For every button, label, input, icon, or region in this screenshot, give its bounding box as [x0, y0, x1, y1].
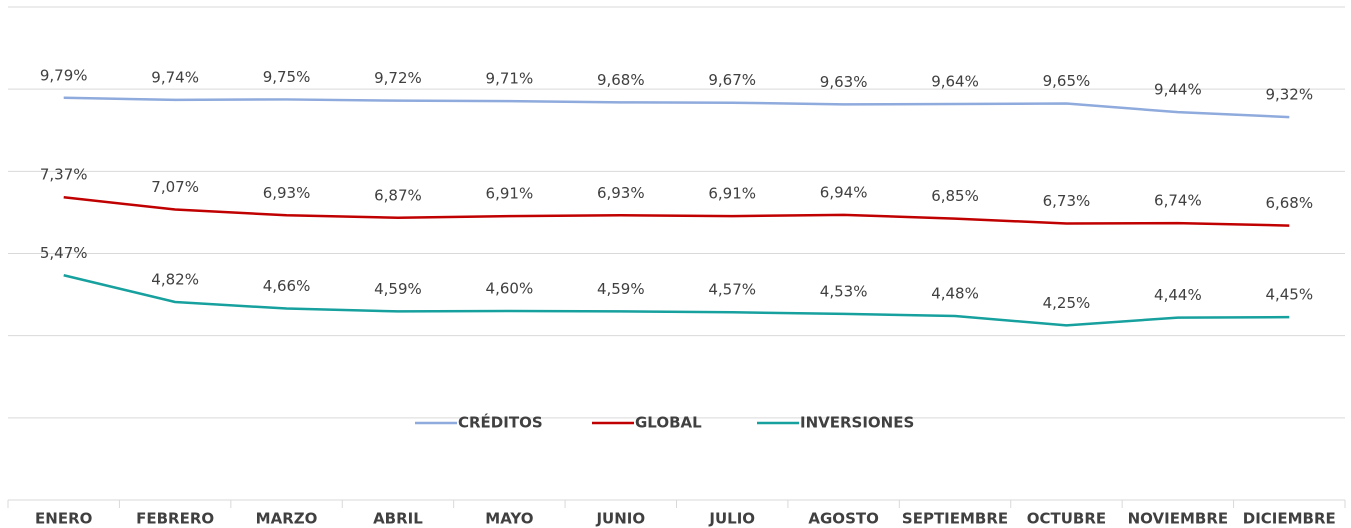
data-label: 9,75% [263, 68, 311, 86]
data-label: 7,37% [40, 166, 88, 184]
data-label: 4,82% [151, 270, 199, 288]
data-label: 6,91% [708, 185, 756, 203]
x-tick-label: MAYO [485, 510, 533, 528]
data-label: 4,57% [708, 281, 756, 299]
data-label: 9,32% [1265, 86, 1313, 104]
data-label: 4,59% [597, 280, 645, 298]
x-tick-label: DICIEMBRE [1243, 510, 1336, 528]
legend-label: INVERSIONES [800, 414, 914, 432]
x-tick-label: MARZO [256, 510, 318, 528]
data-label: 4,44% [1154, 286, 1202, 304]
data-label: 6,93% [263, 184, 311, 202]
data-label: 9,65% [1043, 72, 1091, 90]
data-label: 9,67% [708, 71, 756, 89]
data-label: 4,48% [931, 284, 979, 302]
x-tick-label: NOVIEMBRE [1128, 510, 1229, 528]
data-label: 6,94% [820, 183, 868, 201]
data-label: 6,68% [1265, 194, 1313, 212]
legend-label: GLOBAL [635, 414, 702, 432]
data-label: 4,25% [1043, 294, 1091, 312]
x-tick-label: FEBRERO [136, 510, 214, 528]
x-tick-label: AGOSTO [808, 510, 878, 528]
data-label: 5,47% [40, 244, 88, 262]
series-line [63, 195, 1290, 227]
data-label: 4,45% [1265, 286, 1313, 304]
data-label: 9,68% [597, 71, 645, 89]
data-label: 6,74% [1154, 192, 1202, 210]
data-label: 7,07% [151, 178, 199, 196]
x-tick-label: JUNIO [595, 510, 645, 528]
data-label: 6,91% [486, 185, 534, 203]
data-label: 6,93% [597, 184, 645, 202]
data-label: 4,53% [820, 282, 868, 300]
data-label: 9,71% [486, 70, 534, 88]
data-label: 6,73% [1043, 192, 1091, 210]
x-tick-label: SEPTIEMBRE [902, 510, 1008, 528]
data-label: 9,74% [151, 68, 199, 86]
data-label: 9,44% [1154, 81, 1202, 99]
data-label: 6,87% [374, 186, 422, 204]
data-label: 9,79% [40, 66, 88, 84]
series-line [63, 96, 1290, 119]
data-label: 9,64% [931, 72, 979, 90]
x-tick-label: ENERO [35, 510, 92, 528]
data-label: 4,59% [374, 280, 422, 298]
data-label: 4,60% [486, 280, 534, 298]
data-label: 4,66% [263, 277, 311, 295]
x-tick-label: ABRIL [373, 510, 423, 528]
x-tick-label: OCTUBRE [1027, 510, 1106, 528]
series-line [63, 274, 1290, 327]
data-label: 6,85% [931, 187, 979, 205]
data-label: 9,72% [374, 69, 422, 87]
x-tick-label: JULIO [708, 510, 755, 528]
legend-label: CRÉDITOS [458, 413, 543, 432]
data-label: 9,63% [820, 73, 868, 91]
